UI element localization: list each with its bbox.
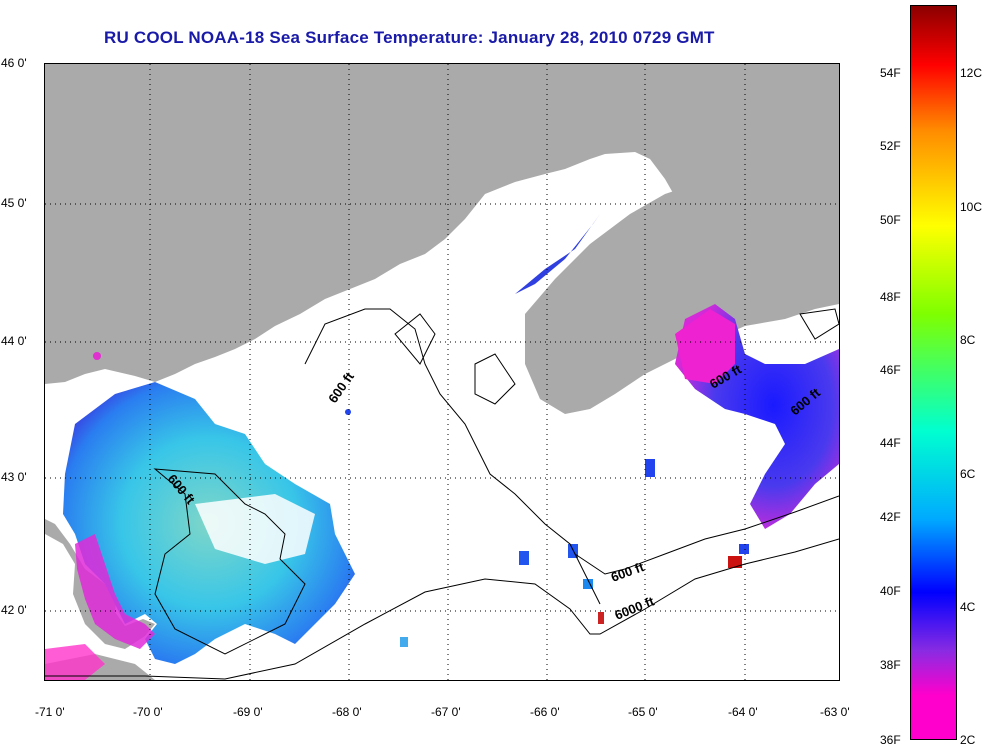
lon-label-68: -68 0' (332, 705, 362, 719)
contour-label-5: 6000 ft (613, 593, 657, 623)
lon-label-63: -63 0' (820, 705, 850, 719)
contour-label-4: 600 ft (609, 559, 647, 585)
contour-6000ft (45, 538, 839, 680)
cb-c-10: 10C (960, 200, 983, 214)
cb-f-44: 44F (880, 436, 901, 450)
cb-c-12: 12C (960, 66, 983, 80)
lon-label-70: -70 0' (133, 705, 163, 719)
lon-label-71: -71 0' (35, 705, 65, 719)
land-mainland (45, 64, 839, 384)
cb-f-50: 50F (880, 213, 901, 227)
cb-f-38: 38F (880, 658, 901, 672)
lat-label-45: 45 0' (1, 196, 27, 210)
lon-label-64: -64 0' (728, 705, 758, 719)
cb-f-36: 36F (880, 733, 901, 747)
contour-600ft-central (304, 308, 601, 605)
cb-f-54: 54F (880, 66, 901, 80)
cb-f-40: 40F (880, 584, 901, 598)
cb-c-8: 8C (960, 333, 976, 347)
cb-c-4: 4C (960, 600, 976, 614)
cb-c-2: 2C (960, 733, 976, 747)
temperature-colorbar (910, 5, 957, 740)
cb-f-52: 52F (880, 139, 901, 153)
contour-label-2: 600 ft (325, 369, 357, 406)
cb-f-46: 46F (880, 363, 901, 377)
sst-map: 600 ft 600 ft 600 ft 600 ft 6000 ft 600 … (44, 63, 840, 681)
lat-label-43: 43 0' (1, 470, 27, 484)
lon-label-69: -69 0' (233, 705, 263, 719)
cb-c-6: 6C (960, 467, 976, 481)
lon-label-66: -66 0' (530, 705, 560, 719)
cb-f-42: 42F (880, 510, 901, 524)
lat-label-44: 44 0' (1, 334, 27, 348)
lat-label-46: 46 0' (1, 56, 27, 70)
cb-f-48: 48F (880, 290, 901, 304)
contour-600ft-west (153, 468, 306, 655)
map-title: RU COOL NOAA-18 Sea Surface Temperature:… (104, 28, 715, 47)
lon-label-67: -67 0' (431, 705, 461, 719)
lon-label-65: -65 0' (628, 705, 658, 719)
lat-label-42: 42 0' (1, 603, 27, 617)
land-nova-scotia (525, 184, 839, 414)
